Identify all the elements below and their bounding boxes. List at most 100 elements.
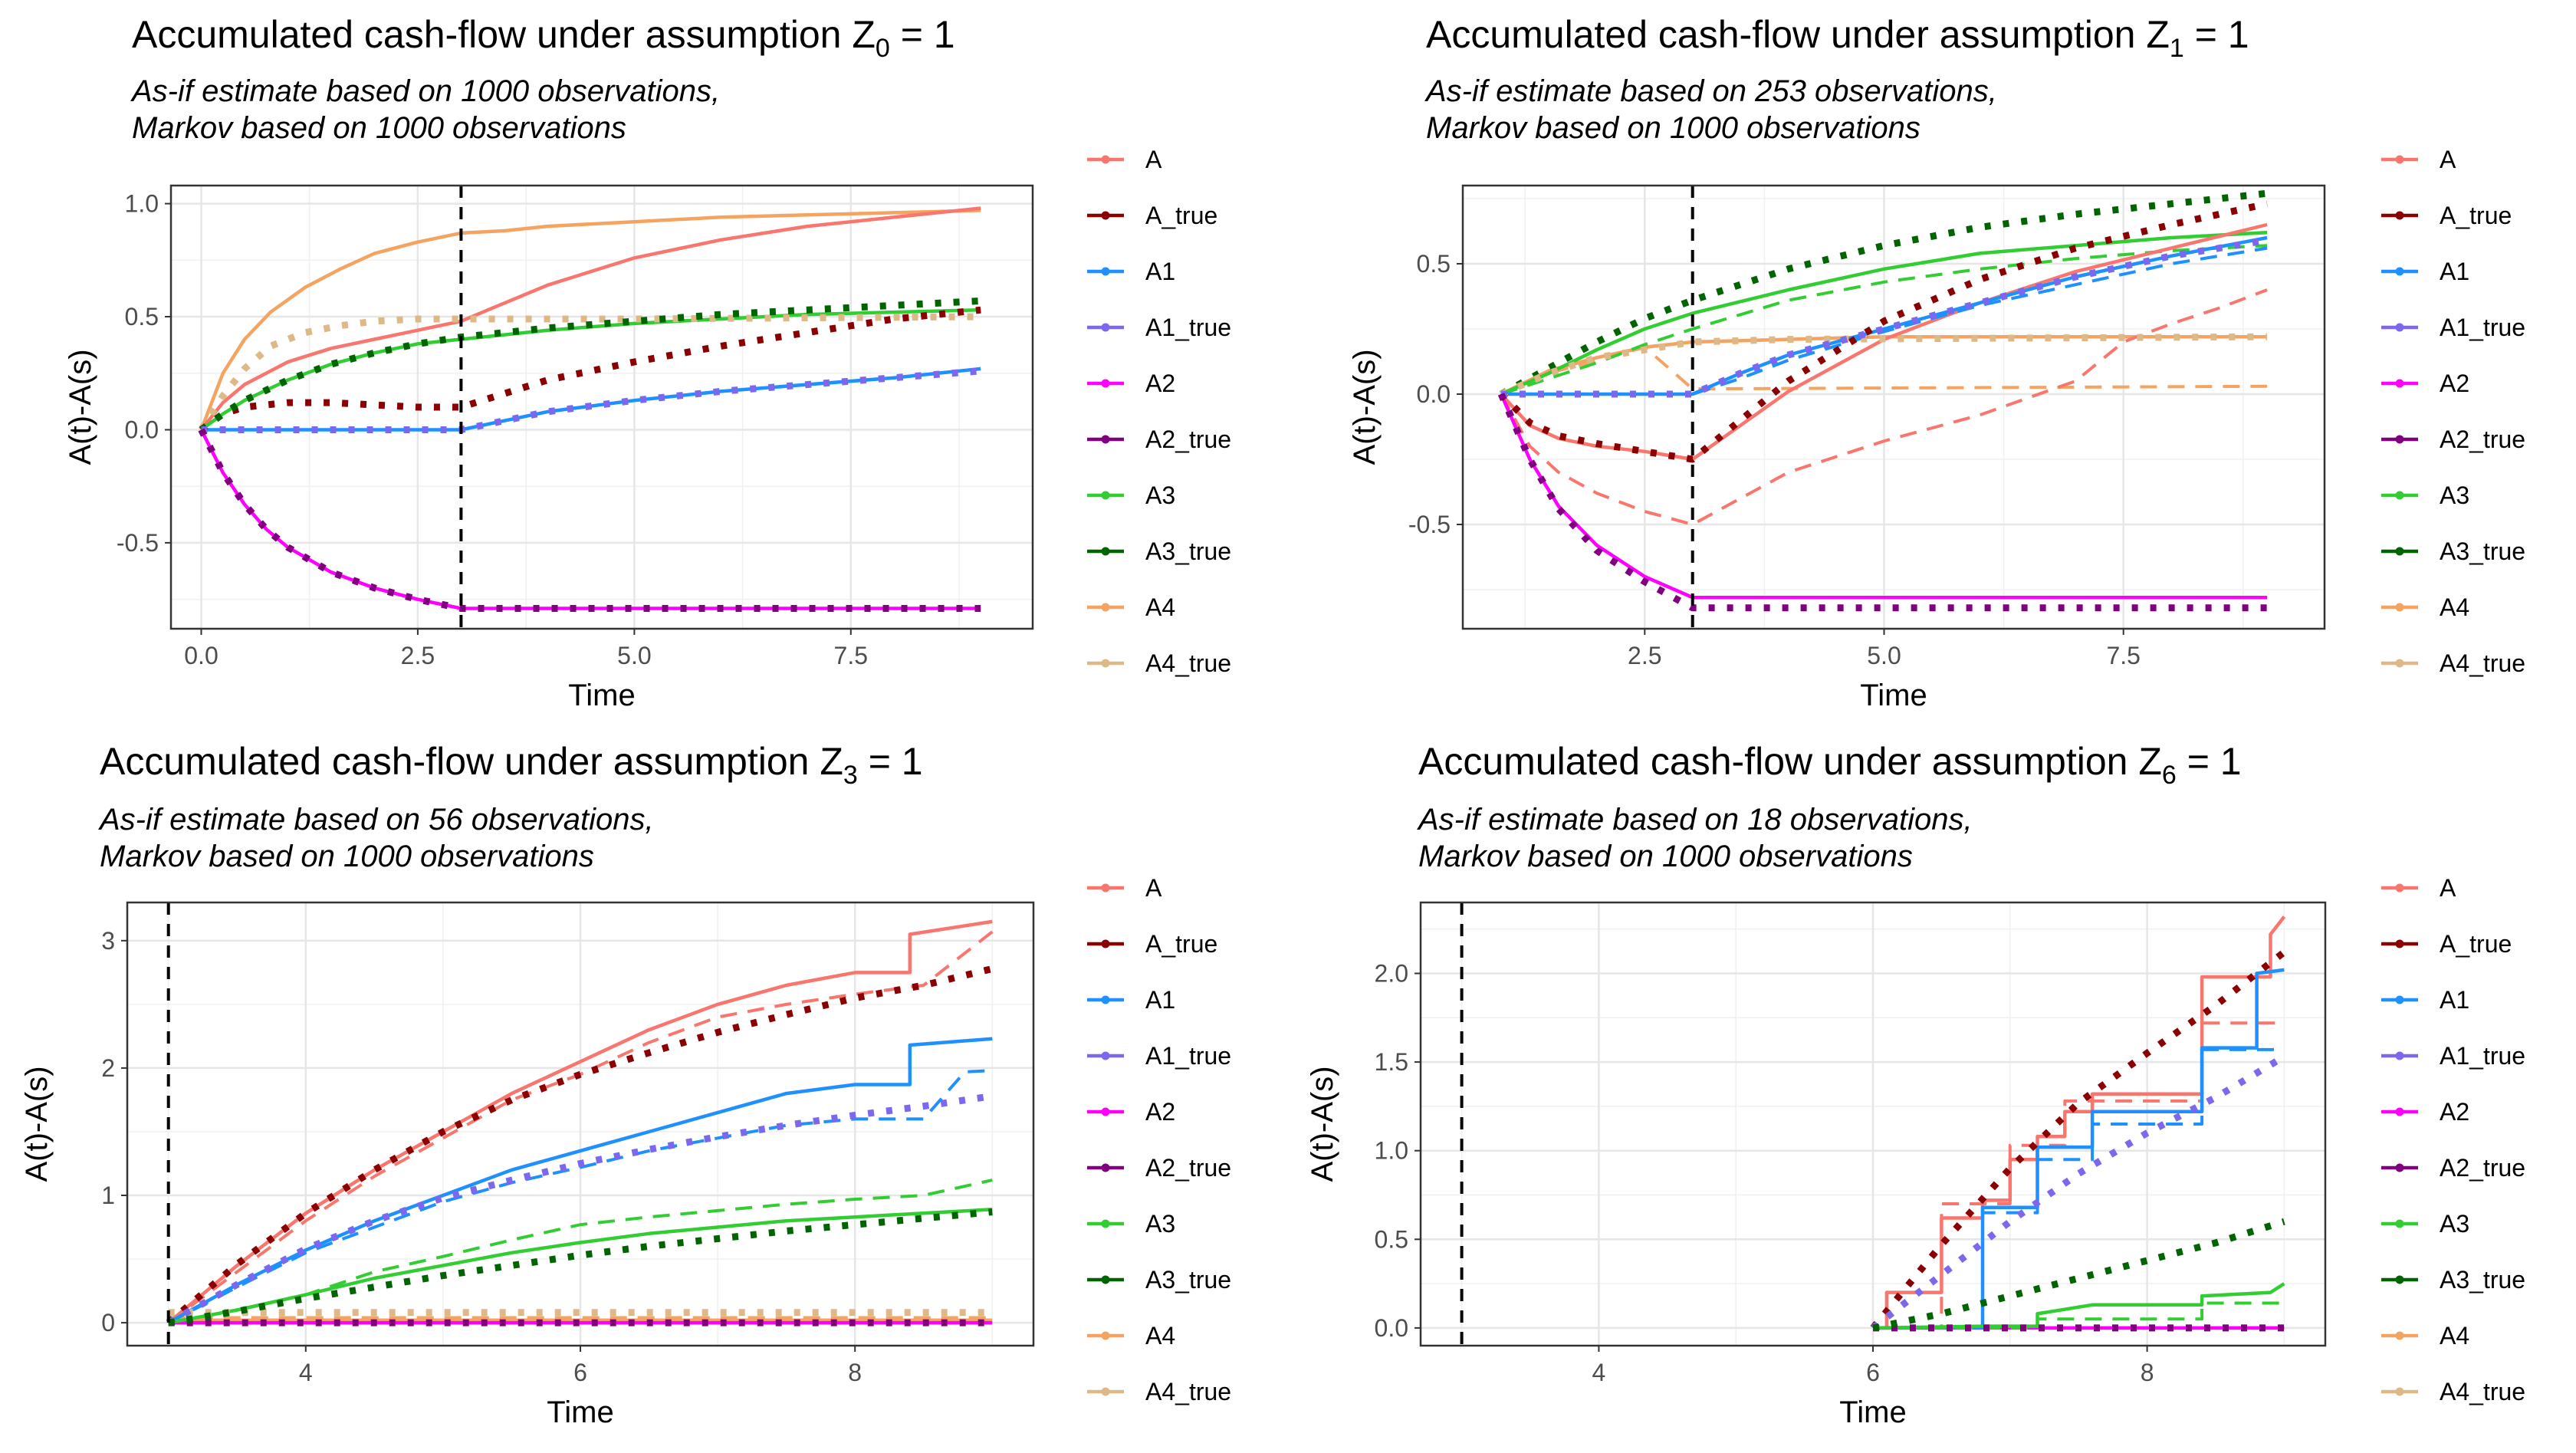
legend-label: A [2440,146,2456,173]
chart-title: Accumulated cash-flow under assumption Z… [1426,13,2249,63]
legend-key-point [2395,1331,2404,1340]
y-tick-label: 1.0 [125,190,159,218]
legend-label: A [1145,146,1162,173]
legend-key-point [1101,491,1110,500]
legend-label: A_true [1145,930,1217,958]
chart-title: Accumulated cash-flow under assumption Z… [132,13,955,63]
series-A3-dashed [1500,244,2268,396]
legend-label: A_true [2440,930,2512,958]
legend-label: A2 [1145,1098,1175,1126]
legend-key-point [2395,603,2404,612]
x-axis-title: Time [1860,679,1927,712]
y-tick-label: -0.5 [117,529,159,557]
series-A1_true-dotted [166,1093,993,1326]
legend-key-point [2395,1275,2404,1284]
x-axis-title: Time [568,679,635,712]
x-tick-label: 8 [848,1359,862,1386]
legend-label: A3 [1145,1210,1175,1238]
legend-key-point [1101,323,1110,332]
legend-label: A3 [2440,482,2469,509]
legend-key-point [2395,547,2404,556]
y-tick-label: 1.0 [1375,1137,1408,1165]
legend-key-point [1101,1051,1110,1060]
x-axis-title: Time [547,1395,613,1429]
legend-label: A_true [1145,202,1217,229]
legend-label: A1 [1145,986,1175,1014]
legend-key-point [2395,883,2404,893]
legend-key-point [1101,603,1110,612]
legend-label: A3_true [1145,537,1231,565]
series-A3-dashed [1873,1301,2285,1330]
legend-label: A_true [2440,202,2512,229]
y-tick-label: 0.5 [1375,1225,1408,1253]
legend-key-point [1101,1275,1110,1284]
y-tick-label: 0.0 [1375,1314,1408,1342]
series-A3_true-dotted [199,297,981,433]
legend-label: A4_true [1145,649,1231,677]
legend-label: A3_true [2440,537,2525,565]
panel-1: Accumulated cash-flow under assumption Z… [1348,13,2525,712]
legend-label: A2 [2440,370,2469,397]
series-A1-dashed [1873,1047,2285,1330]
legend-key-point [2395,155,2404,164]
legend-key-point [2395,267,2404,276]
y-tick-label: 0.0 [125,416,159,444]
series-A3_true-dotted [1872,1218,2285,1332]
panel-3: Accumulated cash-flow under assumption Z… [1306,740,2525,1429]
legend: A A_true A1 A1_true A2 A2_true A3 A3_true A4 A4_t… [1087,874,1231,1405]
legend-key-point [2395,1163,2404,1172]
legend-label: A2_true [1145,426,1231,453]
x-tick-label: 8 [2141,1359,2154,1386]
legend-key-point [2395,1387,2404,1396]
chart-subtitle-line: Markov based on 1000 observations [1426,111,1921,145]
series-A2-solid [199,429,981,610]
legend: A A_true A1 A1_true A2 A2_true A3 A3_true A4 A4_t… [1087,146,1231,677]
legend-key-point [2395,939,2404,948]
legend-key-point [2395,323,2404,332]
y-tick-label: 0.5 [1417,250,1451,278]
legend-key-point [2395,995,2404,1004]
legend-label: A3_true [1145,1266,1231,1294]
series-A_true-dotted [166,965,994,1326]
x-tick-label: 6 [573,1359,587,1386]
x-tick-label: 0.0 [184,642,218,669]
legend-key-point [2395,659,2404,668]
series-A4-solid [199,209,981,431]
x-tick-label: 7.5 [2106,642,2140,669]
chart-subtitle-line: As-if estimate based on 253 observations… [1424,74,1997,108]
chart-title: Accumulated cash-flow under assumption Z… [100,740,923,790]
legend-label: A4 [2440,1322,2469,1349]
legend-key-point [1101,1163,1110,1172]
x-tick-label: 5.0 [1867,642,1901,669]
legend-label: A1 [2440,258,2469,285]
y-tick-label: 3 [101,927,115,955]
legend-key-point [2395,379,2404,388]
y-axis-title: A(t)-A(s) [1348,349,1382,465]
legend-key-point [1101,1107,1110,1116]
series-A2_true-dotted [1497,393,2268,612]
legend-key-point [2395,1107,2404,1116]
legend-key-point [1101,1331,1110,1340]
legend-key-point [1101,939,1110,948]
x-tick-label: 2.5 [1628,642,1661,669]
series-A1-solid [1501,235,2268,396]
series-A_true-dotted [1498,200,2269,463]
legend-key-point [1101,547,1110,556]
y-tick-label: -0.5 [1408,511,1451,538]
y-tick-label: 2 [101,1054,115,1082]
legend-label: A2_true [2440,1154,2525,1182]
panel-2: Accumulated cash-flow under assumption Z… [20,740,1231,1429]
y-tick-label: 0.0 [1417,380,1451,408]
series-A3-solid [1872,1282,2285,1330]
legend-label: A [2440,874,2456,902]
legend-key-point [1101,1387,1110,1396]
chart-subtitle-line: Markov based on 1000 observations [100,840,594,873]
panel-0: Accumulated cash-flow under assumption Z… [64,13,1231,712]
plot-border [169,184,1034,630]
legend-key-point [2395,435,2404,444]
legend-key-point [1101,267,1110,276]
legend-label: A1 [2440,986,2469,1014]
series-A3_true-dotted [1499,189,2268,397]
